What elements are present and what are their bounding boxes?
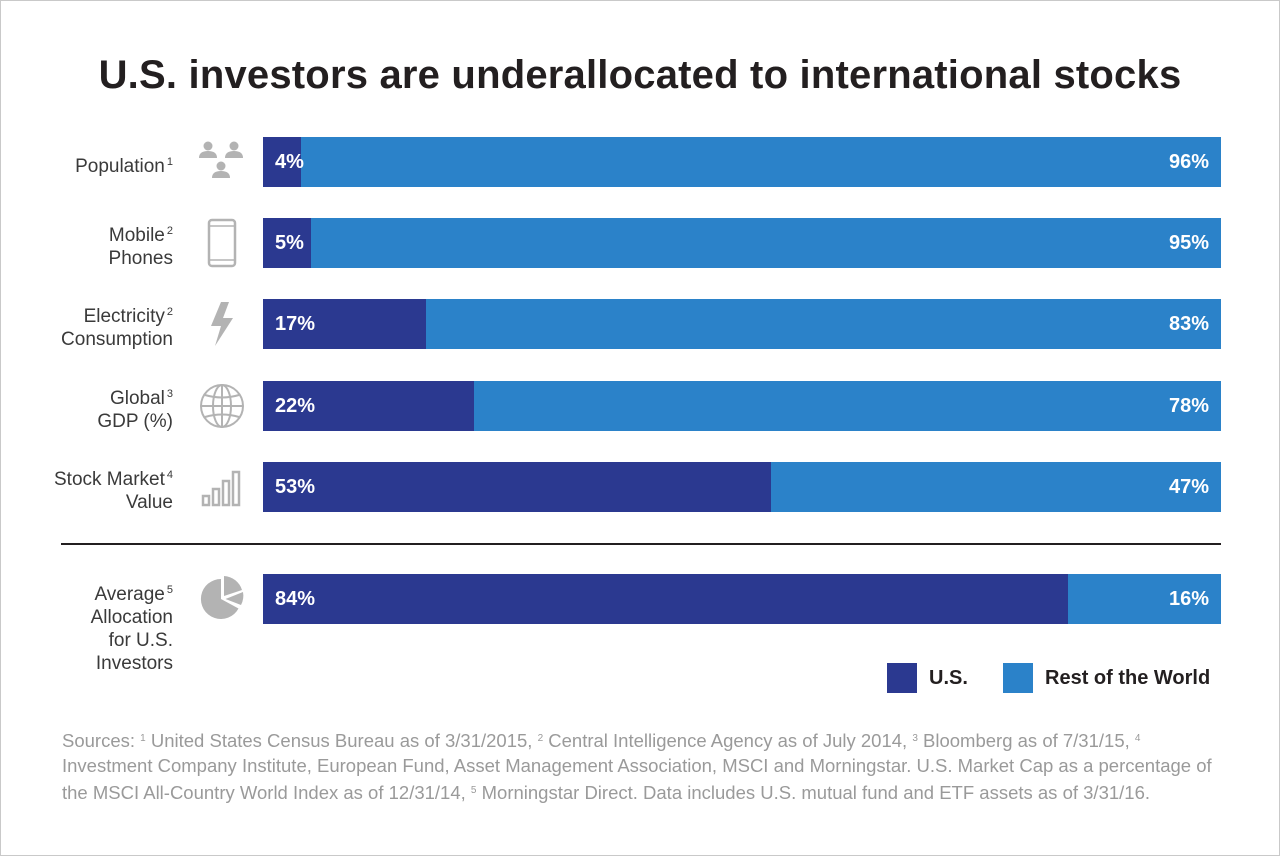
source-text: Central Intelligence Agency as of July 2… xyxy=(543,730,913,751)
source-text: Bloomberg as of 7/31/15, xyxy=(917,730,1135,751)
footnote-marker: 1 xyxy=(166,155,173,168)
people-icon xyxy=(197,137,247,187)
data-label-us: 22% xyxy=(275,395,316,417)
legend-item-rest-of-world: Rest of the World xyxy=(1003,663,1210,693)
data-label-rest-of-world: 47% xyxy=(1168,476,1209,498)
source-text: Morningstar Direct. Data includes U.S. m… xyxy=(476,782,1150,803)
row-label-text: Allocation xyxy=(90,607,173,628)
stacked-bar: 17% 83% xyxy=(263,299,1221,349)
stacked-bar: 84% 16% xyxy=(263,574,1221,624)
stacked-bar: 4% 96% xyxy=(263,137,1221,187)
footnote-marker: 2 xyxy=(166,225,173,237)
source-text: United States Census Bureau as of 3/31/2… xyxy=(145,730,538,751)
bar-segment-us xyxy=(263,218,311,268)
bar-segment-rest-of-world xyxy=(426,299,1221,349)
row-label-1: Mobile 2 Phones xyxy=(0,220,173,270)
footnote-marker: 3 xyxy=(166,388,173,400)
data-label-us: 53% xyxy=(275,476,316,498)
legend-swatch-us xyxy=(887,663,917,693)
row-label-text: Mobile xyxy=(108,225,165,246)
data-label-us: 5% xyxy=(275,232,304,254)
globe-icon xyxy=(197,381,247,431)
stacked-bar: 53% 47% xyxy=(263,462,1221,512)
data-label-rest-of-world: 16% xyxy=(1168,588,1209,610)
bar-segment-us xyxy=(263,462,771,512)
data-label-rest-of-world: 83% xyxy=(1168,313,1209,335)
footnote-marker: 3 xyxy=(912,733,918,744)
footnote-marker: 2 xyxy=(537,733,544,744)
row-label-text: Global xyxy=(109,388,165,409)
bar-segment-rest-of-world xyxy=(311,218,1221,268)
section-divider xyxy=(61,543,1221,545)
footnote-marker: 4 xyxy=(1134,733,1141,744)
sources-footnote: Sources: 1 United States Census Bureau a… xyxy=(62,726,1222,805)
row-label-text: Population xyxy=(75,155,165,177)
source-text: Investment Company Institute, European F… xyxy=(62,755,1212,803)
legend-item-us: U.S. xyxy=(887,663,968,693)
footnote-marker: 5 xyxy=(470,785,477,796)
lightning-bolt-icon xyxy=(197,299,247,349)
row-label-2: Electricity 2 Consumption xyxy=(0,301,173,351)
data-label-us: 4% xyxy=(275,151,304,173)
pie-chart-icon xyxy=(197,574,247,624)
row-label-text: Average xyxy=(94,584,165,605)
row-label-0: Population 1 xyxy=(0,151,173,178)
footnote-marker: 5 xyxy=(166,584,173,596)
bar-segment-rest-of-world xyxy=(301,137,1221,187)
mobile-phone-icon xyxy=(197,218,247,268)
chart-title: U.S. investors are underallocated to int… xyxy=(98,53,1182,97)
row-label-text: Consumption xyxy=(61,329,173,350)
bar-segment-us xyxy=(263,299,426,349)
footnote-marker: 4 xyxy=(166,469,173,481)
data-label-us: 84% xyxy=(275,588,316,610)
row-label-text: Electricity xyxy=(83,306,165,327)
data-label-us: 17% xyxy=(275,313,316,335)
bar-chart-icon xyxy=(197,462,247,512)
legend-label-us: U.S. xyxy=(929,666,968,689)
data-label-rest-of-world: 96% xyxy=(1168,151,1209,173)
row-label-text: Value xyxy=(125,492,173,513)
bar-segment-us xyxy=(263,381,474,431)
footnote-marker: 2 xyxy=(166,306,173,318)
bar-segment-rest-of-world xyxy=(771,462,1221,512)
legend-swatch-rest-of-world xyxy=(1003,663,1033,693)
bar-segment-us xyxy=(263,574,1068,624)
row-label-text: GDP (%) xyxy=(97,411,173,432)
row-label-3: Global 3 GDP (%) xyxy=(0,383,173,433)
data-label-rest-of-world: 95% xyxy=(1168,232,1209,254)
footnote-marker: 1 xyxy=(140,733,146,744)
row-label-4: Stock Market 4 Value xyxy=(0,464,173,514)
row-label-text: Stock Market xyxy=(54,469,165,490)
row-label-text: Phones xyxy=(108,248,173,269)
stacked-bar: 5% 95% xyxy=(263,218,1221,268)
bar-segment-rest-of-world xyxy=(474,381,1221,431)
row-label-text: Investors xyxy=(95,653,173,674)
data-label-rest-of-world: 78% xyxy=(1168,395,1209,417)
stacked-bar: 22% 78% xyxy=(263,381,1221,431)
row-label-text: for U.S. xyxy=(108,630,173,651)
sources-prefix: Sources: xyxy=(62,730,141,751)
legend-label-rest-of-world: Rest of the World xyxy=(1045,666,1211,689)
bar-segment-rest-of-world xyxy=(1068,574,1221,624)
row-label-5: Average 5 Allocation for U.S. Investors xyxy=(0,579,173,675)
bar-segment-us xyxy=(263,137,301,187)
